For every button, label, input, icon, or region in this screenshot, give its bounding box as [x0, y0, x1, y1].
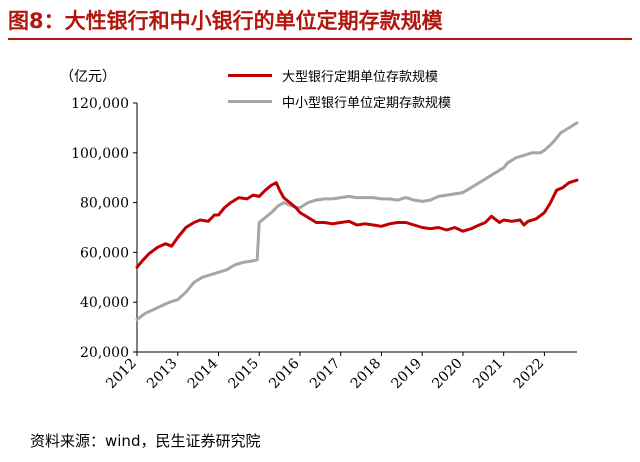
- x-tick-label: 2016: [266, 355, 303, 392]
- y-tick-label: 40,000: [80, 295, 129, 311]
- x-tick-label: 2018: [348, 356, 385, 393]
- x-tick-label: 2019: [388, 356, 425, 393]
- legend: 大型银行定期单位存款规模 中小型银行单位定期存款规模: [228, 62, 451, 114]
- y-tick-label: 80,000: [80, 196, 129, 212]
- y-tick-label: 20,000: [80, 345, 129, 361]
- x-tick-label: 2022: [511, 356, 548, 393]
- series-line-large-bank: [135, 178, 579, 269]
- y-tick-label: 100,000: [71, 146, 129, 162]
- source-note: 资料来源：wind，民生证券研究院: [30, 432, 261, 450]
- y-tick-label: 60,000: [80, 245, 129, 261]
- x-tick-label: 2021: [470, 356, 507, 393]
- series-line-small-bank: [135, 121, 579, 322]
- x-tick-label: 2015: [226, 356, 263, 393]
- y-tick-label: 120,000: [71, 96, 129, 112]
- legend-label-large-bank: 大型银行定期单位存款规模: [282, 69, 439, 85]
- legend-swatch-small-bank: [228, 99, 272, 103]
- legend-item-large-bank: 大型银行定期单位存款规模: [228, 62, 451, 88]
- y-axis-unit-label: （亿元）: [60, 69, 116, 85]
- figure-title: 图8：大性银行和中小银行的单位定期存款规模: [8, 4, 632, 40]
- x-tick-label: 2020: [429, 356, 466, 393]
- legend-swatch-large-bank: [228, 73, 272, 77]
- x-tick-label: 2013: [144, 356, 181, 393]
- legend-item-small-bank: 中小型银行单位定期存款规模: [228, 88, 451, 114]
- x-tick-label: 2014: [185, 355, 222, 392]
- legend-label-small-bank: 中小型银行单位定期存款规模: [282, 95, 452, 111]
- x-tick-label: 2017: [307, 356, 344, 393]
